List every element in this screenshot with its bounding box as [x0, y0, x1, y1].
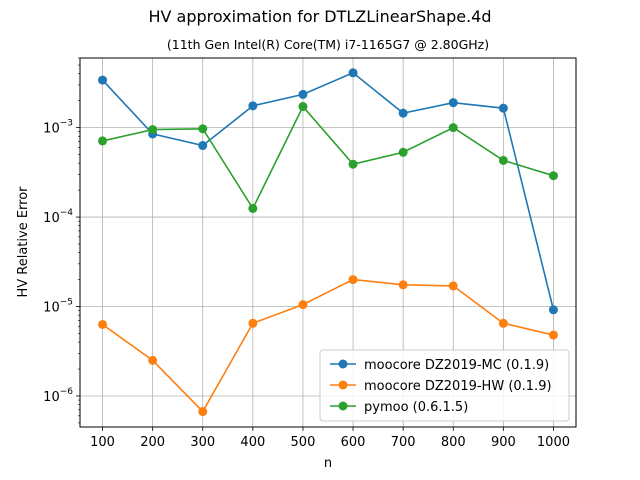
data-point	[498, 155, 508, 165]
x-tick-label: 200	[140, 435, 165, 450]
series-line-3	[102, 105, 554, 211]
x-tick-label: 400	[240, 435, 265, 450]
legend: moocore DZ2019-MC (0.1.9) moocore DZ2019-…	[319, 349, 570, 422]
y-tick-base: 10	[43, 211, 60, 226]
y-tick-exponent: −3	[60, 119, 73, 129]
chart-subtitle: (11th Gen Intel(R) Core(TM) i7-1165G7 @ …	[167, 37, 489, 52]
data-point	[548, 171, 558, 181]
chart-title: HV approximation for DTLZLinearShape.4d	[148, 7, 491, 26]
series-line-1	[101, 71, 555, 310]
y-tick-label: 10−5	[43, 298, 73, 316]
plot-area	[98, 68, 558, 417]
data-point	[398, 147, 408, 157]
data-point	[98, 319, 108, 329]
data-point	[248, 318, 258, 328]
y-tick-exponent: −6	[60, 387, 74, 397]
legend-label: moocore DZ2019-HW (0.1.9)	[364, 379, 552, 394]
x-axis: 100 200 300 400 500 600 700 800 900 1000	[90, 427, 570, 450]
data-point	[298, 102, 308, 112]
data-point	[498, 318, 508, 328]
data-point	[298, 89, 308, 99]
data-point	[248, 101, 258, 111]
data-point	[498, 103, 508, 113]
y-axis-label: HV Relative Error	[16, 186, 31, 298]
x-tick-label: 700	[391, 435, 416, 450]
data-point	[148, 355, 158, 365]
data-point	[198, 124, 208, 134]
data-point	[548, 330, 558, 340]
data-point	[248, 203, 258, 213]
y-tick-label: 10−6	[43, 387, 73, 405]
y-tick-base: 10	[43, 390, 60, 405]
legend-marker	[338, 401, 348, 411]
legend-label: moocore DZ2019-MC (0.1.9)	[364, 358, 549, 373]
x-tick-label: 900	[491, 435, 516, 450]
x-axis-label: n	[324, 456, 332, 471]
legend-box	[319, 349, 570, 422]
data-point	[348, 68, 358, 78]
data-point	[198, 407, 208, 417]
x-tick-label: 500	[291, 435, 316, 450]
y-axis: 10−610−510−410−3	[43, 57, 80, 424]
data-point	[98, 136, 108, 146]
data-point	[348, 159, 358, 169]
data-point	[298, 300, 308, 310]
data-point	[348, 275, 358, 285]
data-point	[98, 75, 108, 85]
data-point	[398, 280, 408, 290]
series-line-2	[102, 278, 554, 413]
data-point	[448, 123, 458, 133]
data-point	[548, 305, 558, 315]
data-point	[448, 281, 458, 291]
legend-marker	[338, 380, 348, 390]
y-tick-base: 10	[43, 122, 60, 137]
y-tick-label: 10−3	[43, 119, 73, 137]
legend-label: pymoo (0.6.1.5)	[364, 400, 468, 415]
grid	[80, 58, 576, 427]
data-point	[148, 125, 158, 135]
data-point	[398, 108, 408, 118]
y-tick-exponent: −4	[60, 208, 74, 218]
x-tick-label: 300	[190, 435, 215, 450]
x-tick-label: 800	[441, 435, 466, 450]
y-tick-label: 10−4	[43, 208, 73, 226]
x-tick-label: 100	[90, 435, 115, 450]
y-tick-exponent: −5	[60, 298, 73, 308]
plot-frame	[79, 57, 577, 428]
data-point	[448, 98, 458, 108]
legend-marker	[338, 359, 348, 369]
x-tick-label: 1000	[537, 435, 570, 450]
y-tick-base: 10	[43, 301, 60, 316]
x-tick-label: 600	[341, 435, 366, 450]
data-point	[198, 141, 208, 151]
